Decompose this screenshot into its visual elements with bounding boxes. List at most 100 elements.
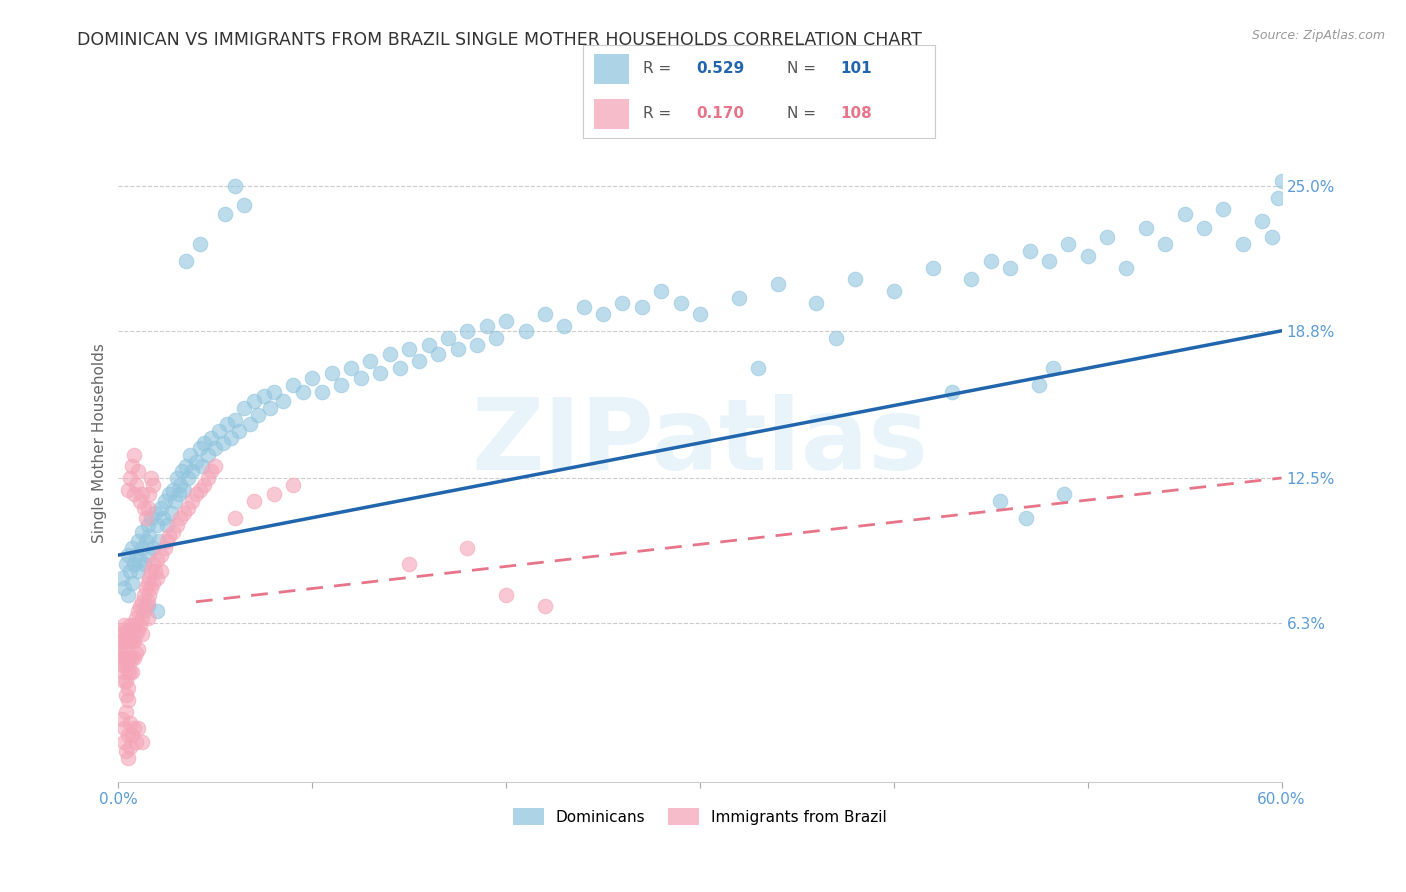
Point	[1053, 487, 1076, 501]
Point	[132, 501, 155, 516]
Point	[120, 716, 142, 731]
Point	[1095, 230, 1118, 244]
Point	[117, 483, 139, 497]
Point	[1077, 249, 1099, 263]
Point	[184, 487, 207, 501]
Point	[141, 471, 163, 485]
Point	[127, 623, 149, 637]
Point	[125, 646, 148, 660]
Point	[142, 576, 165, 591]
Point	[121, 541, 143, 555]
Point	[146, 571, 169, 585]
Point	[142, 541, 165, 555]
Point	[117, 650, 139, 665]
Point	[243, 494, 266, 508]
Point	[1018, 244, 1040, 259]
Point	[127, 604, 149, 618]
Point	[122, 721, 145, 735]
Point	[534, 308, 557, 322]
Point	[169, 510, 191, 524]
Point	[112, 721, 135, 735]
Point	[131, 611, 153, 625]
Point	[215, 417, 238, 432]
Point	[340, 361, 363, 376]
Point	[1057, 237, 1080, 252]
Point	[427, 347, 450, 361]
Point	[311, 384, 333, 399]
Point	[117, 588, 139, 602]
Point	[197, 471, 219, 485]
Point	[120, 634, 142, 648]
Point	[191, 459, 214, 474]
Point	[224, 510, 246, 524]
Text: N =: N =	[787, 62, 817, 77]
Point	[960, 272, 983, 286]
Point	[727, 291, 749, 305]
Point	[572, 301, 595, 315]
Point	[669, 295, 692, 310]
Point	[136, 517, 159, 532]
Point	[141, 581, 163, 595]
Point	[136, 548, 159, 562]
Y-axis label: Single Mother Households: Single Mother Households	[93, 343, 107, 543]
Point	[167, 487, 190, 501]
Point	[127, 641, 149, 656]
Point	[1270, 174, 1292, 188]
Point	[146, 553, 169, 567]
Point	[177, 471, 200, 485]
Point	[259, 401, 281, 415]
Point	[166, 471, 188, 485]
Point	[112, 735, 135, 749]
Point	[115, 558, 138, 572]
Text: R =: R =	[644, 106, 672, 121]
Point	[112, 618, 135, 632]
Point	[136, 501, 159, 516]
Point	[204, 441, 226, 455]
Point	[193, 478, 215, 492]
Point	[228, 424, 250, 438]
Point	[120, 739, 142, 754]
Point	[465, 338, 488, 352]
Point	[146, 517, 169, 532]
Point	[125, 611, 148, 625]
Point	[214, 207, 236, 221]
Point	[418, 338, 440, 352]
Point	[475, 319, 498, 334]
Point	[143, 506, 166, 520]
Point	[115, 688, 138, 702]
Point	[120, 471, 142, 485]
Text: 0.529: 0.529	[696, 62, 744, 77]
Point	[1014, 510, 1036, 524]
Text: R =: R =	[644, 62, 672, 77]
Point	[121, 665, 143, 679]
Point	[188, 483, 211, 497]
Point	[148, 534, 170, 549]
Point	[120, 618, 142, 632]
Point	[131, 595, 153, 609]
Point	[159, 506, 181, 520]
Point	[132, 588, 155, 602]
Point	[135, 599, 157, 614]
Point	[117, 634, 139, 648]
Point	[125, 627, 148, 641]
Point	[368, 366, 391, 380]
Point	[120, 665, 142, 679]
Point	[359, 354, 381, 368]
Point	[174, 253, 197, 268]
Point	[136, 595, 159, 609]
Point	[136, 611, 159, 625]
Point	[169, 478, 191, 492]
Point	[747, 361, 769, 376]
Point	[121, 576, 143, 591]
Point	[1212, 202, 1234, 217]
Point	[125, 548, 148, 562]
Point	[1251, 214, 1274, 228]
Point	[117, 623, 139, 637]
Point	[398, 558, 420, 572]
Point	[844, 272, 866, 286]
Point	[115, 641, 138, 656]
Point	[291, 384, 314, 399]
Point	[112, 581, 135, 595]
Point	[998, 260, 1021, 275]
Point	[115, 705, 138, 719]
